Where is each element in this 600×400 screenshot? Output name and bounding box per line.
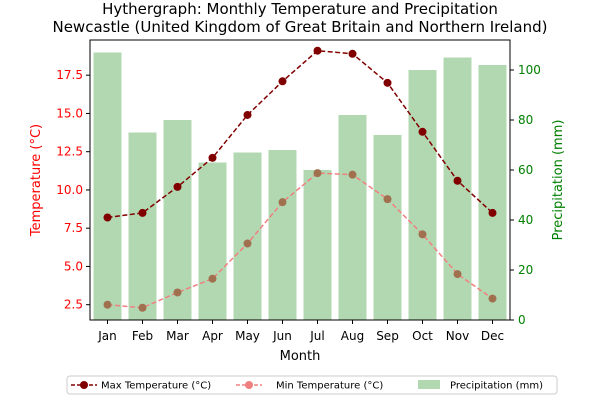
max-temperature-point (138, 208, 147, 217)
left-tick-label: 17.5 (56, 68, 83, 82)
right-tick-label: 60 (518, 163, 533, 177)
x-axis-label: Month (280, 349, 321, 364)
precipitation-bar (268, 150, 297, 320)
x-tick-label: Jan (97, 329, 117, 343)
right-tick-label: 20 (518, 263, 533, 277)
legend-precip-label: Precipitation (mm) (450, 381, 543, 392)
precipitation-bar (198, 162, 227, 320)
legend-min-label: Min Temperature (°C) (276, 381, 383, 392)
chart-subtitle: Newcastle (United Kingdom of Great Brita… (52, 18, 547, 36)
max-temperature-point (173, 182, 182, 191)
max-temperature-point (488, 208, 497, 217)
max-temperature-line (107, 49, 494, 219)
legend-precip-swatch (418, 380, 440, 389)
precipitation-bar (233, 152, 262, 320)
left-tick-label: 10.0 (56, 183, 83, 197)
right-tick-label: 40 (518, 213, 533, 227)
max-temperature-point (418, 127, 427, 136)
left-tick-label: 2.5 (64, 298, 83, 312)
min-temperature-point (138, 303, 147, 312)
right-tick-label: 80 (518, 113, 533, 127)
legend: Max Temperature (°C) Min Temperature (°C… (66, 375, 558, 395)
x-tick-label: Aug (341, 329, 364, 343)
min-temperature-point (278, 198, 287, 207)
max-temperature-point (103, 213, 112, 222)
x-axis-ticks: Jan Feb Mar Apr May Jun Jul Aug Sep Oct Nov Dec (97, 320, 504, 343)
x-tick-label: Jul (309, 329, 324, 343)
left-tick-label: 15.0 (56, 106, 83, 120)
precipitation-bar (163, 120, 192, 320)
min-temperature-point (173, 288, 182, 297)
plot-frame (89, 39, 511, 321)
left-axis-ticks: 2.5 5.0 7.5 10.0 12.5 15.0 17.5 (56, 68, 90, 312)
max-temperature-point (313, 46, 322, 55)
precipitation-bar (128, 132, 157, 320)
precipitation-bars (93, 52, 507, 320)
max-temperature-point (383, 78, 392, 87)
min-temperature-point (313, 169, 322, 178)
min-temperature-point (348, 170, 357, 179)
x-tick-label: Nov (446, 329, 469, 343)
x-tick-label: Feb (132, 329, 153, 343)
precipitation-bar (478, 65, 507, 320)
max-temperature-point (453, 176, 462, 185)
min-temperature-point (383, 195, 392, 204)
x-tick-label: Apr (202, 329, 223, 343)
left-axis-label: Temperature (°C) (29, 124, 44, 237)
x-tick-label: Dec (481, 329, 504, 343)
x-tick-label: Sep (376, 329, 399, 343)
right-tick-label: 100 (518, 63, 541, 77)
right-axis-ticks: 0 20 40 60 80 100 (510, 63, 541, 327)
legend-max-label: Max Temperature (°C) (101, 381, 211, 392)
x-tick-label: May (235, 329, 260, 343)
temperature-lines (103, 46, 497, 312)
right-axis-label: Precipitation (mm) (551, 120, 566, 241)
precipitation-bar (373, 135, 402, 320)
x-tick-label: Oct (412, 329, 433, 343)
left-tick-label: 12.5 (56, 145, 83, 159)
min-temperature-point (243, 239, 252, 248)
legend-min-marker (245, 381, 253, 389)
left-tick-label: 5.0 (64, 259, 83, 273)
min-temperature-point (208, 274, 217, 283)
left-tick-label: 7.5 (64, 221, 83, 235)
x-tick-label: Jun (272, 329, 292, 343)
precipitation-bar (408, 70, 437, 320)
right-tick-label: 0 (518, 313, 526, 327)
max-temperature-point (208, 153, 217, 162)
max-temperature-point (243, 110, 252, 119)
min-temperature-point (488, 294, 497, 303)
min-temperature-point (453, 270, 462, 279)
precipitation-bar (303, 170, 332, 320)
min-temperature-line (107, 172, 493, 309)
precipitation-bar (338, 115, 367, 320)
min-temperature-point (103, 300, 112, 309)
max-temperature-point (278, 77, 287, 86)
precipitation-bar (93, 52, 122, 320)
min-temperature-point (418, 230, 427, 239)
x-tick-label: Mar (166, 329, 189, 343)
chart-title: Hythergraph: Monthly Temperature and Pre… (102, 0, 498, 18)
max-temperature-point (348, 49, 357, 58)
legend-max-marker (80, 381, 88, 389)
